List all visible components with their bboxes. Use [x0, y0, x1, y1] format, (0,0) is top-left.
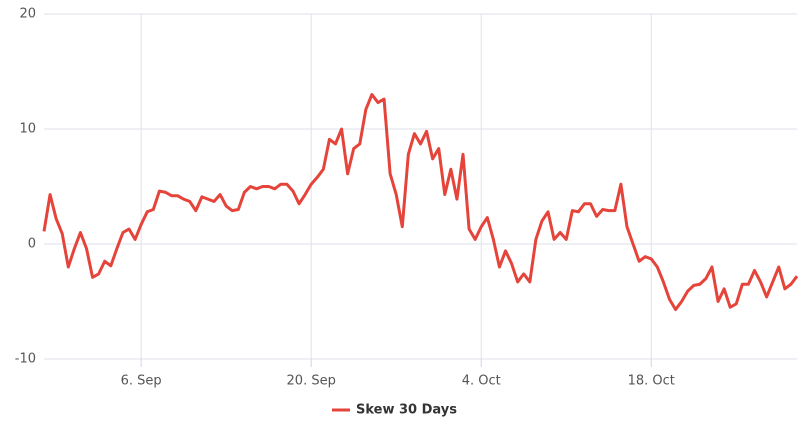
y-tick-label: 0 — [28, 237, 36, 252]
data-line — [42, 93, 799, 312]
legend-label: Skew 30 Days — [356, 403, 457, 418]
x-tick-label: 6. Sep — [121, 374, 162, 389]
x-tick-label: 20. Sep — [287, 374, 336, 389]
x-tick-label: 18. Oct — [628, 374, 675, 389]
y-tick-label: 20 — [19, 7, 36, 22]
y-tick-label: 10 — [19, 122, 36, 137]
x-tick-label: 4. Oct — [462, 374, 501, 389]
y-tick-label: -10 — [15, 352, 36, 367]
